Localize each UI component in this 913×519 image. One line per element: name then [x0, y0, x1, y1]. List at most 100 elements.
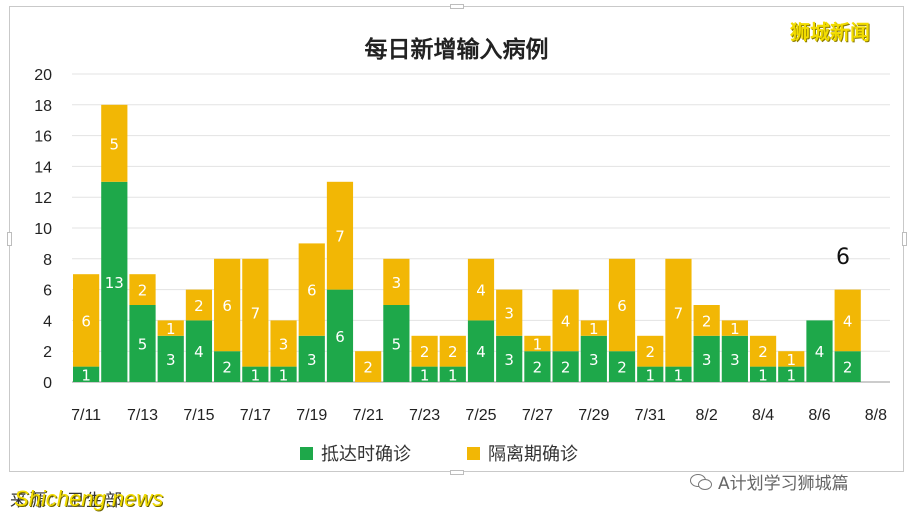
- legend-label-quarantine: 隔离期确诊: [488, 444, 578, 465]
- data-label: 4: [194, 343, 204, 361]
- bar-segment: [242, 366, 269, 382]
- y-tick-label: 12: [34, 190, 52, 207]
- bar-segment: [834, 351, 861, 382]
- data-label: 4: [843, 312, 853, 330]
- bar-segment: [298, 243, 325, 336]
- y-tick-label: 8: [43, 252, 52, 269]
- data-label: 3: [392, 274, 402, 292]
- bar-segment: [496, 289, 523, 336]
- bar-segment: [637, 366, 664, 382]
- resize-handle-top[interactable]: [450, 4, 464, 9]
- data-label: 4: [476, 282, 486, 300]
- data-label: 1: [251, 366, 261, 384]
- data-label: 3: [504, 305, 514, 323]
- data-label: 2: [222, 359, 232, 377]
- x-tick-label: 8/2: [696, 407, 718, 424]
- data-label: 3: [504, 351, 514, 369]
- bar-segment: [157, 320, 184, 336]
- x-tick-label: 7/13: [127, 407, 158, 424]
- resize-handle-left[interactable]: [7, 232, 12, 246]
- bar-segment: [355, 351, 382, 382]
- data-label: 3: [307, 351, 317, 369]
- data-label: 2: [645, 343, 655, 361]
- bar-segment: [214, 351, 241, 382]
- x-tick-label: 7/15: [183, 407, 214, 424]
- y-tick-label: 14: [34, 159, 52, 176]
- bar-segment: [749, 366, 777, 382]
- data-label: 2: [758, 343, 768, 361]
- data-label: 2: [561, 359, 571, 377]
- bar-segment: [665, 258, 692, 367]
- data-label: 2: [617, 359, 627, 377]
- resize-handle-right[interactable]: [902, 232, 907, 246]
- data-label: 2: [533, 359, 543, 377]
- x-tick-label: 8/6: [808, 407, 830, 424]
- data-label: 1: [645, 366, 655, 384]
- footnote: 来源：卫生部: [10, 491, 124, 511]
- y-tick-label: 16: [34, 129, 52, 146]
- bar-segment: [129, 305, 156, 382]
- data-label: 2: [448, 343, 458, 361]
- y-tick-label: 2: [43, 344, 52, 361]
- bar-segment: [439, 335, 466, 367]
- data-label: 6: [617, 297, 627, 315]
- bar-segment: [608, 258, 636, 352]
- data-label: 7: [335, 228, 345, 246]
- y-tick-label: 18: [34, 98, 52, 115]
- x-tick-label: 7/29: [578, 407, 609, 424]
- bar-segment: [214, 258, 241, 352]
- data-label: 2: [363, 359, 373, 377]
- data-label: 1: [730, 320, 740, 338]
- data-label: 6: [335, 328, 345, 346]
- bar-segment: [580, 320, 607, 336]
- data-label: 2: [194, 297, 204, 315]
- data-label: 3: [589, 351, 599, 369]
- bar-segment: [524, 335, 551, 352]
- x-tick-label: 7/27: [522, 407, 553, 424]
- bar-segment: [608, 351, 636, 382]
- x-tick-label: 7/11: [71, 407, 101, 424]
- bar-segment: [411, 366, 438, 382]
- data-label: 7: [251, 305, 261, 323]
- data-label: 1: [674, 366, 684, 384]
- chart-legend: 抵达时确诊 隔离期确诊: [300, 440, 578, 466]
- bar-segment: [439, 366, 466, 382]
- y-tick-label: 20: [34, 67, 52, 84]
- bar-segment: [101, 104, 128, 182]
- data-label: 5: [110, 135, 120, 153]
- bar-segment: [270, 366, 297, 382]
- data-label: 1: [787, 351, 797, 369]
- data-label: 4: [476, 343, 486, 361]
- bar-segment: [383, 258, 410, 305]
- bar-segment: [552, 289, 579, 352]
- bar-segment: [242, 258, 269, 367]
- data-label: 5: [138, 336, 148, 354]
- x-tick-label: 8/4: [752, 407, 774, 424]
- wechat-watermark: A计划学习狮城篇: [690, 469, 849, 494]
- y-tick-label: 4: [43, 313, 52, 330]
- x-tick-label: 7/23: [409, 407, 440, 424]
- x-tick-label: 7/17: [240, 407, 271, 424]
- data-label: 6: [81, 312, 91, 330]
- brand-logo: 狮城新闻: [790, 20, 870, 44]
- bar-segment: [749, 335, 777, 367]
- chart-title: 每日新增输入病例: [364, 37, 549, 63]
- bar-segment: [73, 274, 100, 367]
- y-tick-label: 6: [43, 283, 52, 300]
- bar-segment: [411, 335, 438, 367]
- data-label: 6: [222, 297, 232, 315]
- bar-segment: [496, 335, 523, 382]
- data-label: 1: [533, 336, 543, 354]
- data-label: 1: [420, 366, 430, 384]
- bar-segment: [552, 351, 579, 382]
- bar-segment: [806, 320, 833, 382]
- legend-swatch-quarantine: [467, 446, 480, 460]
- bar-segment: [129, 274, 156, 305]
- bar-segment: [326, 181, 354, 290]
- data-label: 1: [81, 366, 91, 384]
- bar-segment: [693, 305, 720, 336]
- resize-handle-bottom[interactable]: [450, 470, 464, 475]
- x-tick-label: 8/8: [865, 407, 887, 424]
- bar-segment: [693, 335, 720, 382]
